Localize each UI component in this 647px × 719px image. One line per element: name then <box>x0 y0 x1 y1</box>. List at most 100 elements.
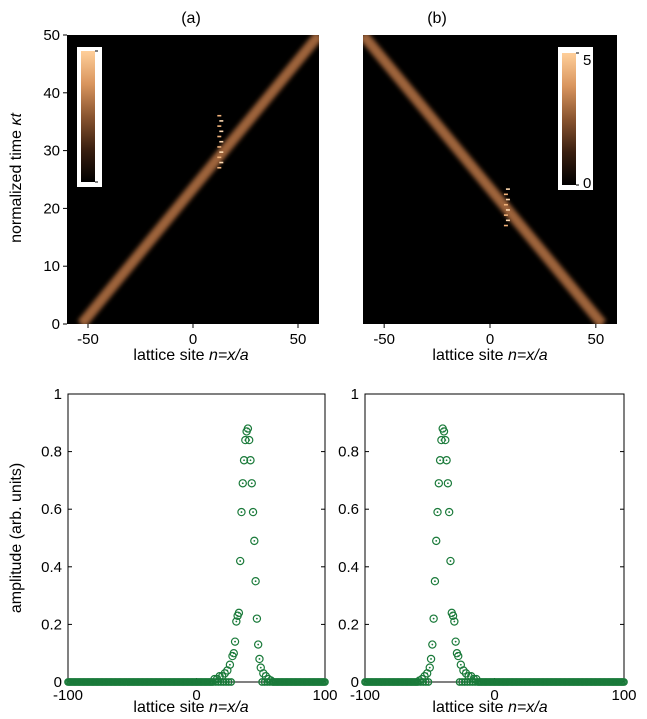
data-point <box>258 678 266 686</box>
data-point-dot <box>234 640 236 643</box>
data-point <box>224 678 233 686</box>
data-point-dot <box>434 580 436 583</box>
data-point-dot <box>436 511 439 513</box>
beam-b-core <box>363 35 605 324</box>
data-point-dot <box>448 511 451 513</box>
interaction-fringe <box>217 135 222 138</box>
x-axis-label-a: lattice site n=x/a <box>133 347 248 364</box>
colorbar-a-tick-min: 0 <box>104 171 112 188</box>
data-point <box>232 617 241 626</box>
data-point <box>432 536 441 546</box>
x-tick-label: -100 <box>350 687 380 704</box>
y-tick-label: 0.6 <box>41 501 62 518</box>
beam-a-core <box>79 35 319 324</box>
data-point <box>238 479 247 488</box>
panel-label-a: (a) <box>181 10 201 27</box>
data-point <box>444 507 454 517</box>
y-tick-label: 0 <box>54 674 62 691</box>
data-point-dot <box>249 459 252 462</box>
interaction-region-b <box>503 188 510 227</box>
data-point <box>259 669 268 678</box>
interaction-fringe <box>219 151 224 153</box>
x-tick-label: 50 <box>587 331 604 348</box>
data-point-dot <box>430 658 432 660</box>
x-tick-label: 50 <box>290 331 307 348</box>
data-point-dot <box>431 643 434 646</box>
interaction-fringe <box>505 198 510 201</box>
data-point-dot <box>253 539 256 542</box>
data-point <box>458 678 466 686</box>
data-point <box>450 617 459 626</box>
data-point-dot <box>439 459 442 462</box>
data-point <box>435 456 445 465</box>
panel-label-b: (b) <box>427 10 447 27</box>
data-point <box>217 672 227 681</box>
y-tick-label: 10 <box>43 258 60 275</box>
data-point <box>430 577 440 586</box>
data-point <box>248 507 258 517</box>
interaction-fringe <box>217 114 222 117</box>
data-point <box>229 649 238 658</box>
x-axis-label-b: lattice site n=x/a <box>432 347 547 364</box>
data-point <box>235 556 245 566</box>
data-point <box>459 666 468 675</box>
data-point-dot <box>435 539 438 542</box>
colorbar-a: 5 0 <box>77 47 112 188</box>
data-point <box>239 456 249 465</box>
data-point-dot <box>238 611 240 614</box>
data-point-dot <box>449 560 452 562</box>
data-point-dot <box>457 655 460 657</box>
data-point-dot <box>250 482 253 485</box>
heatmap-panel-b: (b) 5 0 -50 0 50 lattice site n=x/a <box>363 10 617 364</box>
data-point <box>250 536 259 546</box>
data-point-dot <box>239 560 242 562</box>
x-axis-label-c: lattice site n=x/a <box>133 699 248 716</box>
data-point <box>451 637 460 646</box>
x-tick-label: -50 <box>373 331 395 348</box>
y-tick-label: 30 <box>43 143 60 160</box>
interaction-fringe <box>217 156 222 159</box>
data-point-dot <box>428 666 431 669</box>
data-point <box>426 654 436 664</box>
data-point <box>620 678 628 686</box>
y-tick-label: 20 <box>43 200 60 217</box>
data-point <box>446 556 455 566</box>
data-point <box>227 678 236 686</box>
data-point-dot <box>444 439 447 441</box>
interaction-fringe <box>503 193 508 196</box>
data-point <box>469 674 478 684</box>
y-tick-label: 50 <box>43 27 60 44</box>
data-point <box>321 678 329 686</box>
y-tick-label: 1 <box>54 386 62 403</box>
data-point <box>425 663 434 672</box>
colorbar-a-tick-max: 5 <box>104 50 112 67</box>
interaction-region-a <box>217 114 224 169</box>
y-axis-label-c: amplitude (arb. units) <box>8 463 25 613</box>
data-point <box>246 456 255 465</box>
data-point <box>454 651 463 661</box>
data-point <box>234 608 244 618</box>
y-tick-label: 0.8 <box>41 444 62 461</box>
data-point-dot <box>235 620 238 623</box>
scatter-d-frame <box>364 393 625 683</box>
x-tick-label: 100 <box>312 687 337 704</box>
interaction-fringe <box>219 140 224 143</box>
data-point <box>472 674 481 684</box>
y-tick-label: 0.8 <box>338 444 359 461</box>
data-point <box>220 669 229 678</box>
heatmap-b-ticks: -50 0 50 <box>373 324 604 348</box>
data-point <box>261 672 271 681</box>
interaction-fringe <box>503 203 508 206</box>
data-point <box>252 614 262 623</box>
data-point-dot <box>270 679 272 682</box>
y-tick-label: 0.4 <box>338 559 359 576</box>
y-tick-label: 0 <box>52 316 60 333</box>
data-point-dot <box>259 666 262 669</box>
interaction-fringe <box>217 166 222 169</box>
data-point-dot <box>255 617 258 620</box>
